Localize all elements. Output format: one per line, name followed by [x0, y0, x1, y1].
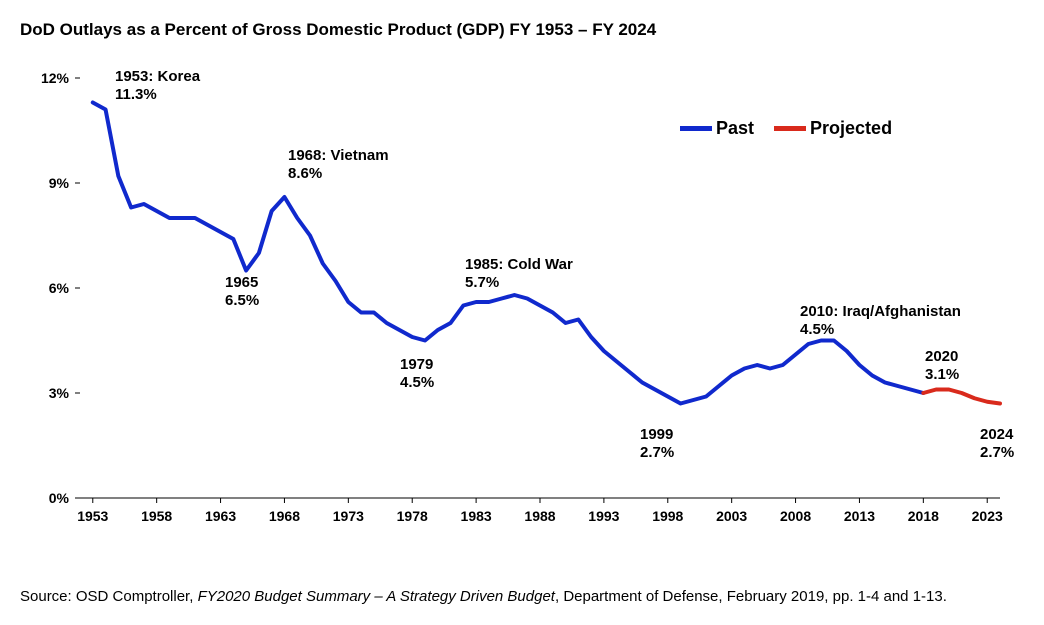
legend-label: Past — [716, 118, 754, 139]
annotation-title: 1979 — [400, 356, 434, 374]
annotation-title: 2010: Iraq/Afghanistan — [800, 303, 961, 321]
annotation-value: 2.7% — [640, 444, 674, 462]
svg-text:1963: 1963 — [205, 508, 236, 524]
annotation-title: 2020 — [925, 348, 959, 366]
svg-text:2018: 2018 — [908, 508, 939, 524]
chart-title: DoD Outlays as a Percent of Gross Domest… — [20, 20, 1024, 40]
chart-container: 0% 3% 6% 9% 12% 1953 1958 1963 1968 1973 1978 1983 1… — [20, 58, 1020, 558]
annotation-title: 1968: Vietnam — [288, 147, 389, 165]
svg-text:1998: 1998 — [652, 508, 683, 524]
svg-text:1958: 1958 — [141, 508, 172, 524]
source-suffix: , Department of Defense, February 2019, … — [555, 588, 947, 605]
svg-text:1988: 1988 — [524, 508, 555, 524]
legend-item: Projected — [774, 118, 892, 139]
svg-text:1968: 1968 — [269, 508, 300, 524]
annotation-value: 8.6% — [288, 165, 389, 183]
svg-text:12%: 12% — [41, 70, 70, 86]
chart-annotation: 1985: Cold War5.7% — [465, 256, 573, 292]
svg-text:1978: 1978 — [397, 508, 428, 524]
svg-text:2003: 2003 — [716, 508, 747, 524]
annotation-title: 2024 — [980, 426, 1014, 444]
chart-annotation: 20242.7% — [980, 426, 1014, 462]
legend-swatch — [680, 126, 712, 131]
legend-item: Past — [680, 118, 754, 139]
annotation-value: 4.5% — [400, 374, 434, 392]
chart-annotation: 19794.5% — [400, 356, 434, 392]
annotation-value: 11.3% — [115, 86, 200, 104]
source-prefix: Source: OSD Comptroller, — [20, 588, 198, 605]
svg-text:2023: 2023 — [972, 508, 1003, 524]
svg-text:2013: 2013 — [844, 508, 875, 524]
svg-text:2008: 2008 — [780, 508, 811, 524]
annotation-value: 2.7% — [980, 444, 1014, 462]
annotation-title: 1965 — [225, 274, 259, 292]
svg-text:0%: 0% — [49, 490, 70, 506]
chart-annotation: 2010: Iraq/Afghanistan4.5% — [800, 303, 961, 339]
annotation-value: 3.1% — [925, 366, 959, 384]
annotation-value: 4.5% — [800, 321, 961, 339]
chart-annotation: 1968: Vietnam8.6% — [288, 147, 389, 183]
chart-annotation: 19656.5% — [225, 274, 259, 310]
chart-annotation: 1953: Korea11.3% — [115, 68, 200, 104]
source-italic: FY2020 Budget Summary – A Strategy Drive… — [198, 588, 555, 605]
svg-text:3%: 3% — [49, 385, 70, 401]
annotation-value: 6.5% — [225, 292, 259, 310]
annotation-title: 1999 — [640, 426, 674, 444]
annotation-title: 1953: Korea — [115, 68, 200, 86]
legend-swatch — [774, 126, 806, 131]
svg-text:6%: 6% — [49, 280, 70, 296]
svg-text:1973: 1973 — [333, 508, 364, 524]
svg-text:1953: 1953 — [77, 508, 108, 524]
annotation-value: 5.7% — [465, 274, 573, 292]
svg-text:1993: 1993 — [588, 508, 619, 524]
legend-label: Projected — [810, 118, 892, 139]
chart-annotation: 19992.7% — [640, 426, 674, 462]
chart-annotation: 20203.1% — [925, 348, 959, 384]
svg-text:9%: 9% — [49, 175, 70, 191]
annotation-title: 1985: Cold War — [465, 256, 573, 274]
svg-text:1983: 1983 — [461, 508, 492, 524]
source-citation: Source: OSD Comptroller, FY2020 Budget S… — [20, 588, 1024, 605]
legend: Past Projected — [680, 118, 892, 139]
